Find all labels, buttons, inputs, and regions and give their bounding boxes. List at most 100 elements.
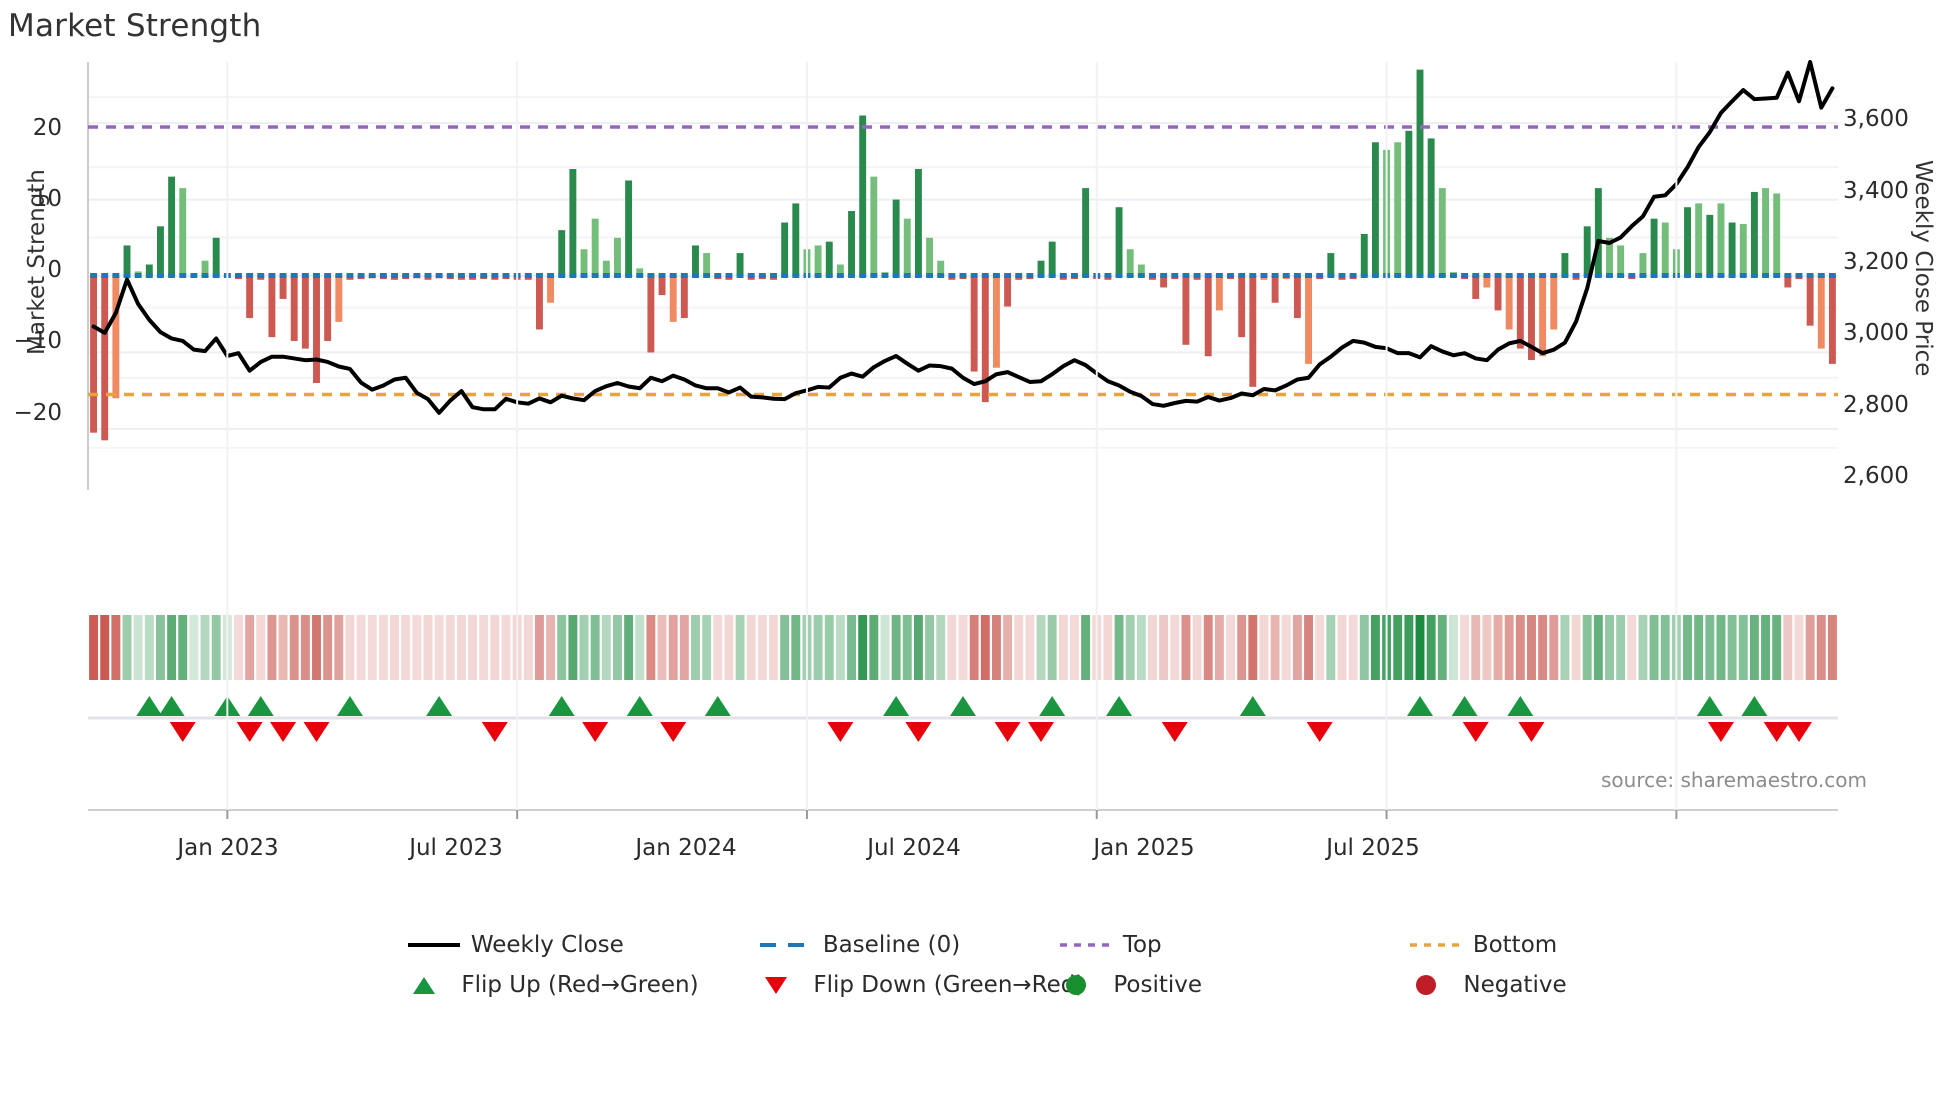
heatmap-cell bbox=[891, 615, 901, 680]
baseline-cap bbox=[792, 273, 800, 278]
baseline-cap bbox=[1750, 273, 1758, 278]
heatmap-cell bbox=[880, 615, 890, 680]
heatmap-cell bbox=[1560, 615, 1570, 680]
baseline-cap bbox=[703, 273, 711, 278]
bar bbox=[703, 253, 711, 276]
bar bbox=[1327, 253, 1335, 276]
bar bbox=[814, 245, 822, 276]
legend-item-top[interactable]: Top bbox=[1055, 925, 1405, 965]
bar bbox=[926, 237, 934, 276]
bar bbox=[212, 237, 220, 276]
flip-down-marker bbox=[994, 722, 1021, 742]
heatmap-cell bbox=[1159, 615, 1169, 680]
baseline-cap bbox=[1104, 273, 1112, 278]
heatmap-cell bbox=[1460, 615, 1470, 680]
heatmap-cell bbox=[1683, 615, 1692, 680]
heatmap-cell bbox=[847, 615, 856, 680]
legend-item-weekly-close[interactable]: Weekly Close bbox=[403, 925, 755, 965]
baseline-cap bbox=[335, 273, 343, 278]
bar bbox=[1305, 276, 1312, 364]
baseline-cap bbox=[1115, 273, 1123, 278]
heatmap-cell bbox=[735, 615, 745, 680]
baseline-cap bbox=[1182, 273, 1190, 278]
legend-item-baseline[interactable]: Baseline (0) bbox=[755, 925, 1055, 965]
heatmap-cell bbox=[1538, 615, 1548, 680]
baseline-cap bbox=[190, 273, 198, 278]
heatmap-cell bbox=[456, 615, 466, 680]
baseline-cap bbox=[402, 273, 410, 278]
baseline-cap bbox=[1260, 273, 1268, 278]
y-tick-right-0: 3,600 bbox=[1843, 106, 1909, 132]
baseline-cap bbox=[1059, 273, 1067, 278]
baseline-cap bbox=[1405, 273, 1413, 278]
y-tick-right-1: 3,400 bbox=[1843, 178, 1909, 204]
baseline-cap bbox=[1561, 273, 1569, 278]
legend-item-positive[interactable]: Positive bbox=[1045, 965, 1395, 1005]
bar bbox=[301, 276, 309, 349]
bar bbox=[1539, 276, 1547, 357]
bar bbox=[1126, 249, 1134, 276]
heatmap-cell bbox=[267, 615, 277, 680]
legend-label-weekly-close: Weekly Close bbox=[470, 932, 624, 958]
heatmap-cell bbox=[412, 615, 422, 680]
bar bbox=[848, 211, 855, 276]
bar bbox=[1806, 276, 1814, 326]
bar bbox=[792, 203, 800, 276]
heatmap-cell bbox=[835, 615, 845, 680]
baseline-cap bbox=[680, 273, 688, 278]
heatmap-cell bbox=[100, 615, 110, 680]
heatmap-cell bbox=[401, 615, 411, 680]
baseline-cap bbox=[469, 273, 477, 278]
baseline-cap bbox=[1427, 273, 1435, 278]
heatmap-cell bbox=[1359, 615, 1369, 680]
bar bbox=[1271, 276, 1279, 303]
page-title: Market Strength bbox=[8, 8, 262, 44]
heatmap-cell bbox=[423, 615, 433, 680]
heatmap-cell bbox=[122, 615, 132, 680]
bar bbox=[1416, 69, 1424, 276]
bar bbox=[1817, 276, 1825, 349]
legend-item-flip-up[interactable]: Flip Up (Red→Green) bbox=[393, 965, 745, 1005]
baseline-cap bbox=[368, 273, 376, 278]
baseline-cap bbox=[235, 273, 242, 278]
heatmap-cell bbox=[367, 615, 377, 680]
heatmap-cell bbox=[724, 615, 734, 680]
bar bbox=[558, 230, 566, 276]
legend-item-negative[interactable]: Negative bbox=[1395, 965, 1567, 1005]
x-tick-2: Jan 2024 bbox=[635, 835, 737, 861]
baseline-cap bbox=[1338, 273, 1346, 278]
heatmap-cell bbox=[1660, 615, 1670, 680]
bar bbox=[591, 218, 599, 276]
flip-up-marker bbox=[1039, 696, 1066, 716]
baseline-cap bbox=[1728, 273, 1736, 278]
heatmap-cell bbox=[1827, 615, 1837, 680]
bar bbox=[937, 260, 945, 276]
baseline-cap bbox=[1717, 273, 1725, 278]
heatmap-cell bbox=[390, 615, 399, 680]
heatmap-cell bbox=[579, 615, 589, 680]
bar bbox=[179, 188, 187, 276]
heatmap-cell bbox=[1304, 615, 1313, 680]
bar bbox=[1684, 207, 1691, 276]
baseline-cap bbox=[168, 273, 176, 278]
heatmap-cell bbox=[1292, 615, 1302, 680]
flip-up-marker bbox=[1106, 696, 1133, 716]
heatmap-cell bbox=[356, 615, 366, 680]
baseline-cap bbox=[1371, 273, 1379, 278]
bar bbox=[636, 268, 644, 276]
bar bbox=[1762, 188, 1769, 276]
legend-item-bottom[interactable]: Bottom bbox=[1405, 925, 1557, 965]
baseline-cap bbox=[123, 273, 131, 278]
legend-label-top: Top bbox=[1122, 932, 1162, 958]
legend-item-flip-down[interactable]: Flip Down (Green→Red) bbox=[745, 965, 1084, 1005]
bar bbox=[1438, 188, 1446, 276]
heatmap-cell bbox=[813, 615, 823, 680]
bar bbox=[903, 218, 911, 276]
heatmap-cell bbox=[858, 615, 868, 680]
bar bbox=[1695, 203, 1703, 276]
baseline-cap bbox=[669, 273, 677, 278]
flip-down-marker bbox=[1707, 722, 1734, 742]
bar bbox=[602, 260, 610, 276]
baseline-cap bbox=[457, 273, 465, 278]
bar bbox=[1550, 276, 1558, 330]
